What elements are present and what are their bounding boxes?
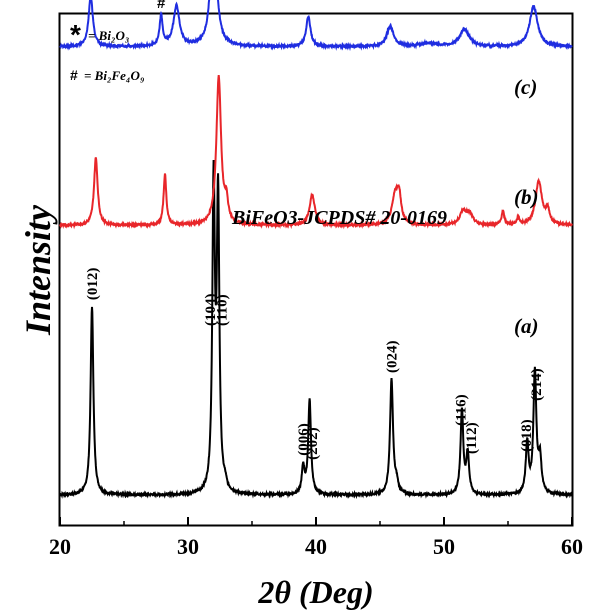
legend-entry-bi2o3: * = Bi₂O₃ — [70, 19, 129, 50]
peak-label-202: (202) — [305, 427, 321, 460]
peak-label-110: (110) — [214, 294, 230, 326]
trace-label-c: (c) — [514, 75, 537, 99]
marker-star: * — [173, 0, 183, 13]
legend-symbol-star: * — [70, 19, 81, 50]
peak-label-116: (116) — [454, 394, 470, 426]
peak-label-024: (024) — [385, 340, 401, 373]
x-tick-label-30: 30 — [177, 534, 199, 559]
peak-label-018: (018) — [519, 419, 535, 452]
marker-hash: # — [157, 0, 166, 12]
trace-label-a: (a) — [514, 314, 539, 338]
x-tick-label-50: 50 — [433, 534, 455, 559]
plot-frame — [58, 12, 574, 527]
x-tick-label-20: 20 — [49, 534, 71, 559]
legend: * = Bi₂O₃ # = Bi₂Fe₄O₉ — [70, 19, 145, 83]
series-line-a — [59, 159, 573, 500]
legend-symbol-hash: # — [70, 67, 78, 83]
series-line-b — [59, 74, 573, 230]
x-tick-label-60: 60 — [561, 534, 583, 559]
x-axis-title: 2θ (Deg) — [257, 574, 373, 610]
legend-text-bi2o3: = Bi₂O₃ — [88, 28, 129, 43]
peak-label-006: (006) — [296, 423, 312, 456]
peak-label-104: (104) — [203, 294, 219, 327]
peak-label-214: (214) — [529, 368, 545, 401]
x-tick-label-40: 40 — [305, 534, 327, 559]
peak-label-012: (012) — [85, 268, 101, 301]
jcpds-annotation: BiFeO3-JCPDS# 20-0169 — [231, 207, 447, 229]
trace-label-b: (b) — [514, 185, 539, 209]
series-line-c — [59, 0, 573, 52]
y-axis-title: Intensity — [18, 204, 58, 336]
series-layer — [59, 0, 573, 500]
legend-entry-bi2fe4o9: # = Bi₂Fe₄O₉ — [70, 67, 145, 83]
peak-label-112: (112) — [464, 422, 480, 454]
x-axis-ticks: 20 30 40 50 60 — [49, 517, 583, 559]
peak-label-layer: (012) (104)(110) (006)(202) (024) (116)(112)… — [85, 0, 545, 460]
legend-text-bi2fe4o9: = Bi₂Fe₄O₉ — [84, 68, 145, 83]
